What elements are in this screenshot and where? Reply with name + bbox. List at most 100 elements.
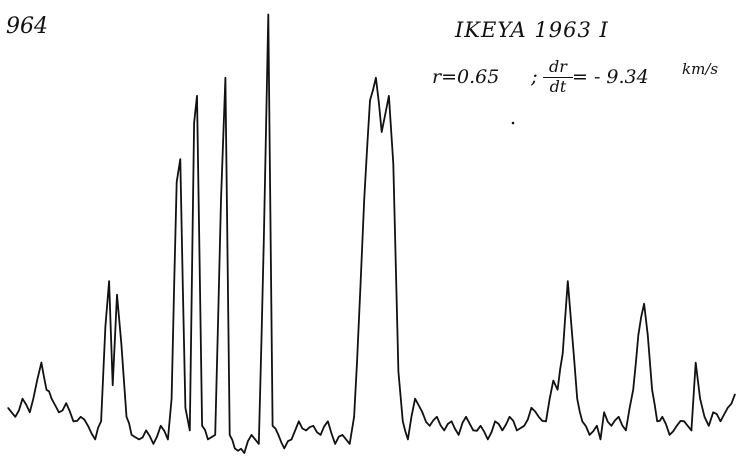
comet-title: IKEYA 1963 I bbox=[455, 18, 609, 42]
trace-point bbox=[349, 443, 351, 445]
trace-point bbox=[501, 429, 503, 431]
trace-point bbox=[138, 438, 140, 440]
trace-point bbox=[571, 334, 573, 336]
trace-point bbox=[193, 122, 195, 124]
trace-point bbox=[494, 420, 496, 422]
trace-point bbox=[72, 420, 74, 422]
trace-point bbox=[643, 303, 645, 305]
trace-point bbox=[443, 429, 445, 431]
trace-point bbox=[509, 416, 511, 418]
trace-point bbox=[283, 447, 285, 449]
trace-point bbox=[576, 398, 578, 400]
plate-number: 964 bbox=[6, 14, 48, 39]
trace-point bbox=[727, 407, 729, 409]
trace-point bbox=[690, 429, 693, 431]
trace-point bbox=[708, 425, 710, 427]
trace-point bbox=[201, 425, 203, 427]
trace-point bbox=[290, 438, 293, 440]
trace-point bbox=[171, 398, 173, 400]
trace-point bbox=[599, 438, 602, 440]
trace-point bbox=[632, 389, 634, 391]
trace-point bbox=[712, 411, 714, 413]
trace-point bbox=[683, 420, 685, 422]
trace-point bbox=[356, 362, 358, 364]
trace-point bbox=[637, 334, 639, 336]
trace-point bbox=[214, 434, 216, 436]
velocity-value: = - 9.34 bbox=[572, 66, 649, 88]
trace-point bbox=[179, 158, 181, 160]
trace-point bbox=[220, 199, 222, 201]
trace-point bbox=[651, 389, 653, 391]
trace-point bbox=[375, 77, 377, 79]
trace-point bbox=[388, 95, 390, 97]
trace-point bbox=[112, 384, 114, 386]
trace-point bbox=[523, 425, 525, 427]
trace-point bbox=[263, 235, 265, 237]
trace-point bbox=[647, 334, 649, 336]
trace-point bbox=[545, 420, 547, 422]
trace-point bbox=[250, 434, 253, 436]
trace-point bbox=[610, 425, 613, 427]
trace-point bbox=[80, 416, 82, 418]
trace-point bbox=[436, 416, 438, 418]
plate-speck bbox=[511, 121, 515, 125]
trace-point bbox=[625, 429, 627, 431]
trace-point bbox=[699, 398, 701, 400]
trace-point bbox=[189, 429, 191, 431]
trace-point bbox=[298, 420, 300, 422]
trace-point bbox=[58, 411, 60, 413]
trace-point bbox=[516, 429, 518, 431]
trace-point bbox=[167, 438, 169, 440]
trace-point bbox=[258, 443, 260, 445]
trace-point bbox=[51, 398, 53, 400]
trace-point bbox=[618, 416, 620, 418]
trace-point bbox=[465, 416, 467, 418]
trace-point bbox=[341, 434, 343, 436]
trace-point bbox=[145, 429, 147, 431]
trace-point bbox=[397, 371, 399, 373]
trace-point bbox=[480, 425, 482, 427]
trace-point bbox=[562, 352, 564, 355]
trace-point bbox=[243, 452, 245, 454]
trace-point bbox=[21, 398, 24, 400]
trace-point bbox=[603, 411, 605, 413]
trace-point bbox=[267, 13, 269, 16]
trace-point bbox=[567, 280, 569, 282]
trace-point bbox=[353, 416, 355, 418]
separator-text: ; bbox=[531, 64, 538, 88]
trace-point bbox=[450, 420, 453, 422]
derivative-numerator: dr bbox=[543, 58, 573, 78]
trace-point bbox=[272, 425, 274, 427]
trace-point bbox=[557, 389, 559, 391]
trace-point bbox=[87, 425, 89, 427]
trace-point bbox=[381, 131, 383, 133]
trace-point bbox=[530, 407, 533, 409]
trace-point bbox=[581, 420, 583, 422]
trace-point bbox=[676, 425, 678, 427]
trace-point bbox=[384, 113, 386, 115]
trace-point bbox=[36, 380, 38, 382]
trace-point bbox=[125, 416, 128, 418]
trace-point bbox=[414, 398, 416, 400]
trace-point bbox=[277, 434, 279, 436]
trace-point bbox=[402, 420, 404, 422]
trace-point bbox=[14, 416, 16, 418]
trace-point bbox=[131, 434, 133, 436]
trace-point bbox=[320, 434, 322, 436]
trace-point bbox=[656, 420, 658, 422]
trace-point bbox=[207, 438, 209, 440]
derivative-denominator: dt bbox=[549, 77, 567, 96]
trace-point bbox=[695, 362, 697, 364]
trace-point bbox=[29, 411, 31, 413]
trace-point bbox=[363, 199, 365, 201]
trace-point bbox=[472, 429, 474, 431]
trace-point bbox=[184, 407, 186, 409]
trace-point bbox=[108, 280, 110, 282]
trace-point bbox=[487, 438, 489, 440]
trace-point bbox=[429, 425, 431, 427]
trace-point bbox=[116, 294, 118, 296]
trace-point bbox=[538, 416, 540, 418]
trace-point bbox=[196, 95, 198, 97]
trace-point bbox=[312, 425, 314, 427]
